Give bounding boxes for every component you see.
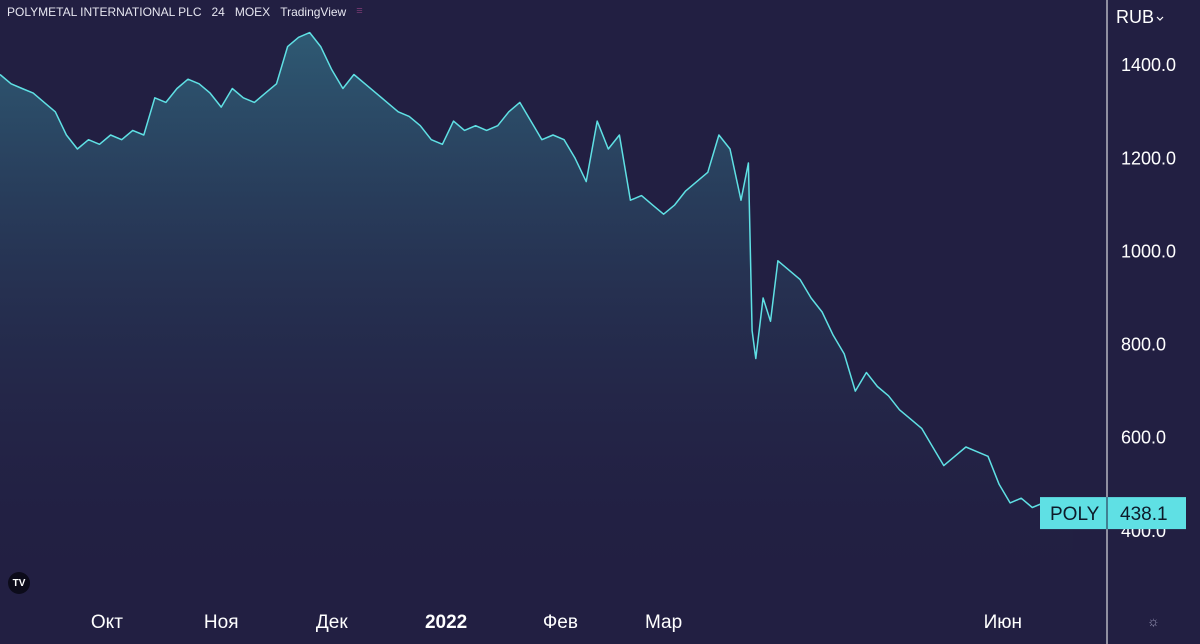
exchange: MOEX	[234, 5, 271, 19]
series-line[interactable]	[0, 31, 1073, 514]
interval[interactable]: 24	[211, 5, 225, 19]
symbol-name[interactable]: POLYMETAL INTERNATIONAL PLC	[7, 5, 202, 19]
y-tick-label: 1000.0	[1121, 241, 1176, 261]
y-tick-label: 1400.0	[1121, 55, 1176, 75]
chart-header: POLYMETAL INTERNATIONAL PLC 24 MOEX Trad…	[7, 5, 363, 19]
y-tick-label: 1200.0	[1121, 148, 1176, 168]
last-price-value: 438.1	[1120, 504, 1168, 525]
y-tick-label: 600.0	[1121, 428, 1166, 448]
gear-icon[interactable]: ☼	[1147, 613, 1160, 629]
last-price-symbol: POLY	[1050, 504, 1100, 525]
last-price-label[interactable]: POLY 438.1	[1040, 497, 1186, 530]
x-tick-label: Дек	[316, 612, 348, 633]
time-axis[interactable]: Окт Ноя Дек 2022 Фев Мар Июн	[91, 612, 1022, 633]
x-tick-label: 2022	[425, 612, 467, 633]
tradingview-logo-icon[interactable]: TV	[8, 572, 30, 594]
x-tick-label: Мар	[645, 612, 682, 633]
menu-icon[interactable]: ≡	[356, 5, 363, 17]
chevron-down-icon[interactable]	[1156, 16, 1164, 21]
last-price-badge	[1040, 497, 1186, 530]
x-tick-label: Окт	[91, 612, 123, 633]
x-tick-label: Фев	[543, 612, 578, 633]
series-area	[0, 32, 1073, 597]
axis-unit-label: RUB	[1116, 7, 1154, 27]
x-tick-label: Ноя	[204, 612, 239, 633]
source: TradingView	[280, 5, 347, 19]
y-tick-label: 800.0	[1121, 335, 1166, 355]
x-tick-label: Июн	[984, 612, 1022, 633]
